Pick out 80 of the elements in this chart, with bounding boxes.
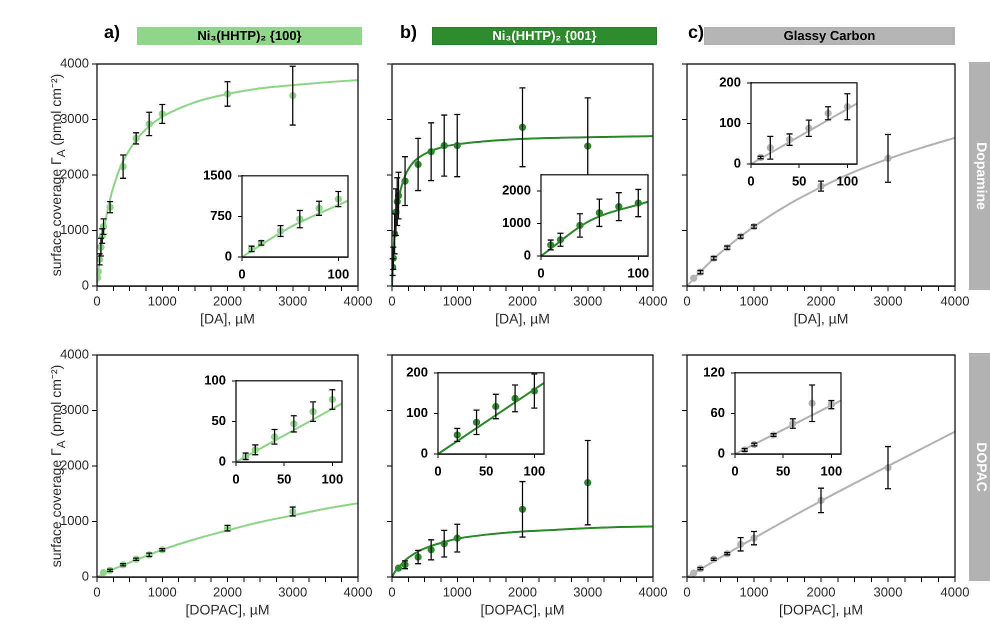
x-tick-label: 100 — [322, 471, 344, 486]
y-tick-label: 100 — [719, 114, 741, 130]
x-axis-title: [DA], µM — [495, 310, 550, 326]
x-axis-title: [DOPAC], µM — [778, 601, 864, 618]
y-tick-label: 1500 — [203, 167, 232, 182]
x-tick-label: 0 — [238, 266, 246, 282]
y-tick-label: 0 — [718, 446, 725, 461]
y-tick-label: 0 — [420, 446, 428, 461]
x-tick-label: 50 — [478, 463, 494, 478]
x-axis-title: [DA], µM — [200, 310, 255, 326]
x-tick-label: 1000 — [740, 293, 768, 308]
x-tick-label: 3000 — [278, 584, 308, 600]
text: b) — [400, 22, 417, 43]
y-tick-label: 4000 — [60, 56, 89, 71]
x-tick-label: 4000 — [638, 584, 668, 600]
x-tick-label: 100 — [328, 266, 350, 282]
chart-title: Glassy Carbon — [704, 27, 955, 45]
x-tick-label: 4000 — [940, 584, 970, 600]
x-tick-label: 0 — [93, 584, 101, 600]
point — [690, 570, 698, 577]
x-tick-label: 1000 — [442, 293, 472, 308]
x-axis-title: [DA], µM — [794, 310, 848, 326]
point — [690, 274, 698, 282]
y-tick-label: 100 — [204, 372, 226, 388]
y-tick-label: 0 — [82, 568, 89, 584]
x-tick-label: 100 — [627, 265, 650, 280]
y2-axis-title: DOPAC — [970, 353, 990, 581]
point — [100, 568, 108, 576]
y-tick-label: 200 — [406, 364, 428, 380]
x-tick-label: 4000 — [344, 293, 372, 308]
y-tick-label: 2000 — [502, 182, 531, 198]
x-tick-label: 3000 — [874, 584, 902, 600]
chart-title: Ni₃(HHTP)₂ {001} — [432, 27, 657, 45]
x-tick-label: 100 — [820, 463, 842, 478]
text: a) — [104, 22, 120, 43]
y-tick-label: 120 — [703, 364, 725, 380]
point — [394, 564, 402, 572]
x-tick-label: 1000 — [442, 584, 472, 600]
x-tick-label: 1000 — [148, 584, 177, 600]
x-tick-label: 50 — [276, 471, 292, 486]
y-tick-label: 60 — [710, 404, 725, 420]
x-tick-label: 3000 — [573, 584, 602, 600]
y-tick-label: 200 — [719, 74, 741, 90]
x-tick-label: 50 — [776, 463, 790, 478]
chart-title: Ni₃(HHTP)₂ {100} — [137, 27, 362, 45]
x-tick-label: 0 — [434, 463, 442, 478]
x-tick-label: 2000 — [806, 293, 836, 308]
x-tick-label: 100 — [524, 463, 546, 478]
x-tick-label: 4000 — [940, 293, 970, 308]
x-tick-label: 1000 — [740, 584, 768, 600]
x-tick-label: 1000 — [148, 293, 177, 308]
x-tick-label: 3000 — [874, 293, 902, 308]
x-tick-label: 0 — [537, 265, 545, 280]
y-tick-label: 1000 — [502, 215, 531, 230]
x-tick-label: 100 — [836, 173, 858, 188]
x-tick-label: 2000 — [806, 584, 836, 600]
x-tick-label: 0 — [683, 293, 691, 308]
y-tick-label: 0 — [524, 248, 531, 263]
x-tick-label: 0 — [747, 173, 755, 188]
x-axis-title: [DOPAC], µM — [480, 601, 565, 618]
y-tick-label: 0 — [218, 454, 226, 469]
x-tick-label: 3000 — [278, 293, 308, 308]
x-tick-label: 0 — [388, 293, 396, 308]
x-tick-label: 0 — [93, 293, 101, 308]
x-tick-label: 3000 — [573, 293, 602, 308]
x-tick-label: 50 — [792, 173, 806, 188]
y-tick-label: 100 — [406, 404, 428, 420]
x-tick-label: 0 — [388, 584, 396, 600]
y-tick-label: 0 — [82, 278, 89, 293]
x-tick-label: 4000 — [638, 293, 668, 308]
x-tick-label: 0 — [683, 584, 691, 600]
y-tick-label: 0 — [224, 248, 232, 264]
y-tick-label: 0 — [734, 156, 741, 171]
y-tick-label: 50 — [212, 412, 226, 428]
y-tick-label: 750 — [210, 208, 232, 223]
y2-axis-title: Dopamine — [970, 62, 990, 290]
x-tick-label: 4000 — [344, 584, 372, 600]
text: c) — [688, 22, 704, 43]
y-tick-label: 4000 — [60, 346, 89, 362]
x-axis-title: [DOPAC], µM — [185, 601, 270, 618]
